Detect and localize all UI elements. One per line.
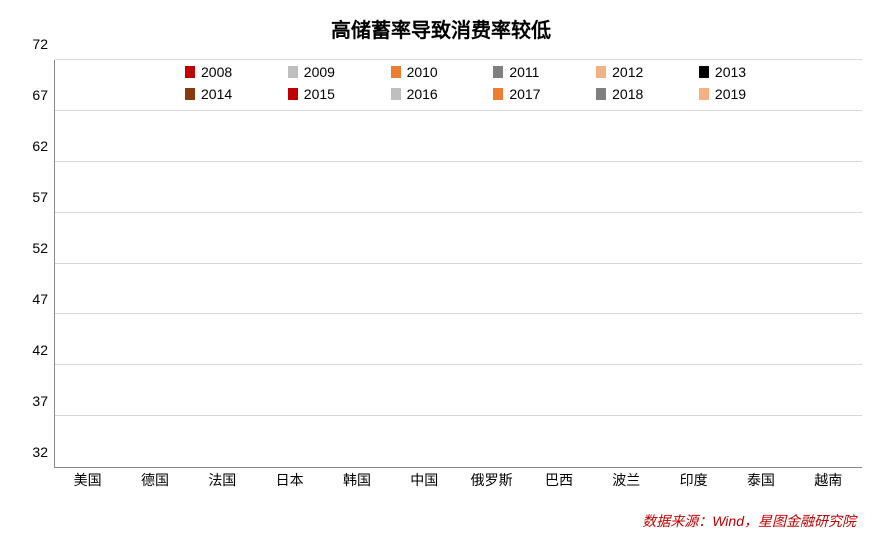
x-tick-label: 印度 bbox=[660, 468, 727, 490]
x-tick-label: 俄罗斯 bbox=[458, 468, 525, 490]
legend-label: 2011 bbox=[509, 64, 539, 80]
x-axis: 美国德国法国日本韩国中国俄罗斯巴西波兰印度泰国越南 bbox=[54, 468, 862, 490]
legend-label: 2017 bbox=[509, 86, 540, 102]
legend-item: 2014 bbox=[185, 86, 288, 102]
legend-label: 2010 bbox=[407, 64, 438, 80]
legend-item: 2010 bbox=[391, 64, 494, 80]
legend-item: 2015 bbox=[288, 86, 391, 102]
legend-label: 2014 bbox=[201, 86, 232, 102]
legend-label: 2016 bbox=[407, 86, 438, 102]
x-tick-label: 中国 bbox=[391, 468, 458, 490]
legend: 2008 2009 2010 2011 2012 2013 2014 2015 2016 2017… bbox=[185, 64, 802, 102]
legend-swatch bbox=[391, 88, 401, 100]
legend-swatch bbox=[391, 66, 401, 78]
legend-label: 2009 bbox=[304, 64, 335, 80]
legend-swatch bbox=[493, 88, 503, 100]
gridline bbox=[55, 364, 862, 365]
legend-item: 2011 bbox=[493, 64, 596, 80]
legend-item: 2016 bbox=[391, 86, 494, 102]
legend-swatch bbox=[288, 88, 298, 100]
y-tick-label: 37 bbox=[32, 393, 48, 409]
x-tick-label: 法国 bbox=[189, 468, 256, 490]
legend-item: 2009 bbox=[288, 64, 391, 80]
legend-swatch bbox=[185, 88, 195, 100]
y-tick-label: 32 bbox=[32, 444, 48, 460]
x-tick-label: 越南 bbox=[795, 468, 862, 490]
chart-area: 323742475257626772 200820092010201120122… bbox=[20, 60, 862, 490]
legend-item: 2018 bbox=[596, 86, 699, 102]
legend-item: 2013 bbox=[699, 64, 802, 80]
legend-item: 2019 bbox=[699, 86, 802, 102]
legend-label: 2013 bbox=[715, 64, 746, 80]
x-tick-label: 泰国 bbox=[727, 468, 794, 490]
gridline bbox=[55, 59, 862, 60]
y-axis: 323742475257626772 bbox=[20, 60, 52, 468]
legend-label: 2012 bbox=[612, 64, 643, 80]
x-tick-label: 巴西 bbox=[525, 468, 592, 490]
legend-label: 2008 bbox=[201, 64, 232, 80]
y-tick-label: 72 bbox=[32, 36, 48, 52]
gridline bbox=[55, 313, 862, 314]
legend-label: 2015 bbox=[304, 86, 335, 102]
y-tick-label: 57 bbox=[32, 189, 48, 205]
plot-area: 2008 2009 2010 2011 2012 2013 2014 2015 2016 2017… bbox=[54, 60, 862, 468]
legend-swatch bbox=[596, 88, 606, 100]
y-tick-label: 52 bbox=[32, 240, 48, 256]
data-source: 数据来源：Wind，星图金融研究院 bbox=[642, 511, 856, 531]
legend-label: 2019 bbox=[715, 86, 746, 102]
legend-swatch bbox=[699, 66, 709, 78]
gridline bbox=[55, 212, 862, 213]
x-tick-label: 韩国 bbox=[323, 468, 390, 490]
legend-swatch bbox=[596, 66, 606, 78]
x-tick-label: 日本 bbox=[256, 468, 323, 490]
x-tick-label: 美国 bbox=[54, 468, 121, 490]
legend-label: 2018 bbox=[612, 86, 643, 102]
chart-title: 高储蓄率导致消费率较低 bbox=[0, 0, 882, 53]
gridline bbox=[55, 110, 862, 111]
y-tick-label: 42 bbox=[32, 342, 48, 358]
x-tick-label: 德国 bbox=[121, 468, 188, 490]
gridline bbox=[55, 415, 862, 416]
y-tick-label: 62 bbox=[32, 138, 48, 154]
x-tick-label: 波兰 bbox=[593, 468, 660, 490]
legend-swatch bbox=[699, 88, 709, 100]
legend-swatch bbox=[288, 66, 298, 78]
y-tick-label: 47 bbox=[32, 291, 48, 307]
y-tick-label: 67 bbox=[32, 87, 48, 103]
gridline bbox=[55, 161, 862, 162]
legend-item: 2012 bbox=[596, 64, 699, 80]
gridline bbox=[55, 263, 862, 264]
legend-swatch bbox=[185, 66, 195, 78]
legend-swatch bbox=[493, 66, 503, 78]
legend-item: 2008 bbox=[185, 64, 288, 80]
legend-item: 2017 bbox=[493, 86, 596, 102]
